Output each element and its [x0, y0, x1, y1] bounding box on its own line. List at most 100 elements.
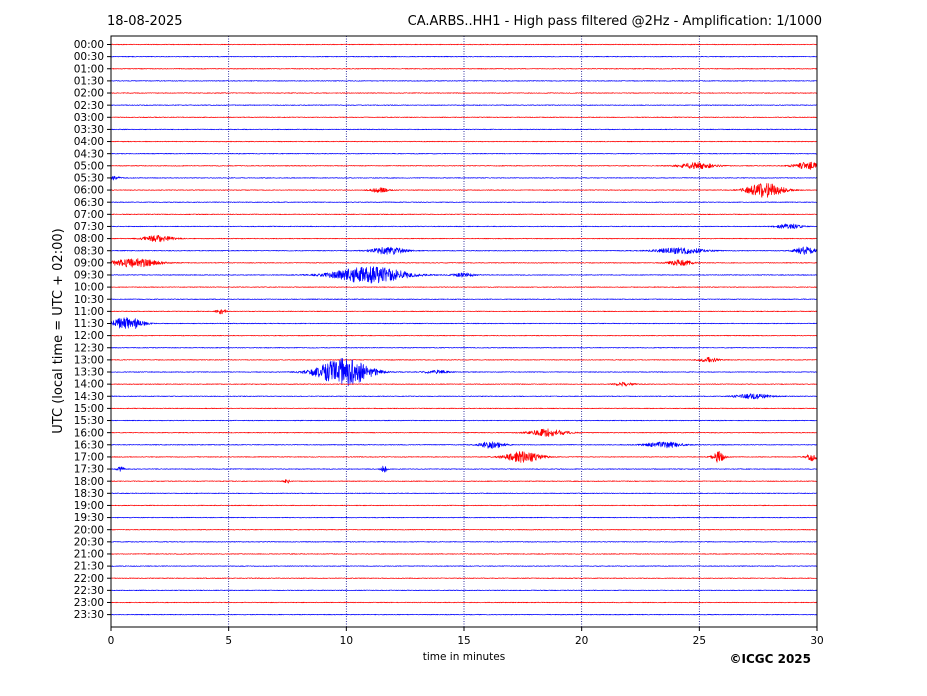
trace-2100 — [110, 553, 818, 555]
trace-1100 — [110, 309, 818, 315]
trace-0500 — [110, 161, 818, 170]
y-tick-label: 17:00 — [74, 452, 104, 464]
y-tick-label: 23:30 — [74, 609, 104, 621]
trace-0900 — [110, 258, 818, 268]
trace-2000 — [110, 529, 818, 531]
y-axis-label: UTC (local time = UTC + 02:00) — [51, 228, 66, 433]
x-tick-label: 25 — [693, 635, 706, 647]
x-axis-label: time in minutes — [423, 651, 505, 663]
y-tick-label: 02:00 — [74, 88, 104, 100]
trace-1200 — [110, 334, 818, 337]
trace-0600 — [110, 182, 818, 198]
trace-0800 — [110, 234, 818, 243]
trace-1630 — [110, 441, 818, 449]
trace-1600 — [110, 428, 818, 437]
y-tick-label: 15:00 — [74, 403, 104, 415]
y-tick-label: 22:30 — [74, 585, 104, 597]
x-tick-label: 30 — [810, 635, 823, 647]
trace-1030 — [110, 298, 818, 300]
y-tick-label: 10:00 — [74, 282, 104, 294]
trace-0430 — [110, 152, 818, 155]
y-tick-label: 00:00 — [74, 39, 104, 51]
y-tick-label: 18:00 — [74, 476, 104, 488]
y-tick-label: 04:30 — [74, 148, 104, 160]
y-tick-label: 16:00 — [74, 427, 104, 439]
trace-1700 — [110, 450, 818, 463]
trace-2300 — [110, 601, 818, 604]
y-tick-label: 03:30 — [74, 124, 104, 136]
plot-title: CA.ARBS..HH1 - High pass filtered @2Hz -… — [408, 14, 822, 29]
y-tick-label: 16:30 — [74, 439, 104, 451]
trace-2230 — [110, 589, 818, 592]
y-axis-ticks: 00:0000:3001:0001:3002:0002:3003:0003:30… — [74, 39, 111, 621]
y-tick-label: 06:00 — [74, 185, 104, 197]
copyright-notice: ©ICGC 2025 — [729, 652, 811, 666]
trace-1000 — [110, 286, 818, 288]
y-tick-label: 07:00 — [74, 209, 104, 221]
y-tick-label: 19:30 — [74, 512, 104, 524]
y-tick-label: 10:30 — [74, 294, 104, 306]
trace-1400 — [110, 381, 818, 387]
trace-1900 — [110, 504, 818, 507]
trace-1300 — [110, 356, 818, 363]
trace-0730 — [110, 223, 818, 229]
trace-0100 — [110, 68, 818, 70]
plot-frame — [110, 35, 818, 628]
trace-0700 — [110, 213, 818, 216]
y-tick-label: 08:00 — [74, 233, 104, 245]
y-tick-label: 19:00 — [74, 500, 104, 512]
y-tick-label: 18:30 — [74, 488, 104, 500]
trace-lines — [110, 43, 818, 616]
trace-0400 — [110, 140, 818, 143]
y-tick-label: 21:30 — [74, 561, 104, 573]
trace-1330 — [110, 358, 818, 387]
y-tick-label: 13:30 — [74, 367, 104, 379]
trace-2030 — [110, 541, 818, 543]
y-tick-label: 11:00 — [74, 306, 104, 318]
trace-1800 — [110, 479, 818, 484]
vertical-gridlines — [228, 36, 700, 627]
trace-1230 — [110, 347, 818, 349]
trace-0300 — [110, 116, 818, 118]
y-tick-label: 02:30 — [74, 100, 104, 112]
y-tick-label: 05:30 — [74, 173, 104, 185]
y-tick-label: 12:00 — [74, 330, 104, 342]
trace-1730 — [110, 465, 818, 473]
trace-1530 — [110, 419, 818, 422]
x-tick-label: 20 — [575, 635, 588, 647]
y-tick-label: 01:00 — [74, 63, 104, 75]
y-tick-label: 20:00 — [74, 524, 104, 536]
trace-1830 — [110, 492, 818, 495]
x-axis-ticks: 0 5 10 15 20 25 30 — [108, 627, 824, 647]
trace-1930 — [110, 516, 818, 519]
y-tick-label: 22:00 — [74, 573, 104, 585]
trace-0630 — [110, 201, 818, 203]
y-tick-label: 12:30 — [74, 342, 104, 354]
y-tick-label: 17:30 — [74, 464, 104, 476]
y-tick-label: 04:00 — [74, 136, 104, 148]
y-tick-label: 05:00 — [74, 160, 104, 172]
plot-date: 18-08-2025 — [107, 14, 183, 29]
y-tick-label: 01:30 — [74, 75, 104, 87]
x-tick-label: 10 — [340, 635, 353, 647]
trace-0930 — [110, 266, 818, 284]
y-tick-label: 14:00 — [74, 379, 104, 391]
x-tick-label: 5 — [225, 635, 232, 647]
y-tick-label: 09:30 — [74, 270, 104, 282]
y-tick-label: 03:00 — [74, 112, 104, 124]
y-tick-label: 23:00 — [74, 597, 104, 609]
y-tick-label: 15:30 — [74, 415, 104, 427]
trace-0830 — [110, 246, 818, 255]
trace-0000 — [110, 43, 818, 46]
y-tick-label: 00:30 — [74, 51, 104, 63]
trace-0230 — [110, 104, 818, 106]
y-tick-label: 06:30 — [74, 197, 104, 209]
trace-0330 — [110, 128, 817, 131]
trace-0200 — [110, 92, 818, 94]
y-tick-label: 09:00 — [74, 257, 104, 269]
trace-2200 — [110, 577, 818, 579]
trace-0030 — [110, 55, 818, 58]
trace-2330 — [110, 613, 818, 616]
trace-0530 — [110, 175, 818, 181]
